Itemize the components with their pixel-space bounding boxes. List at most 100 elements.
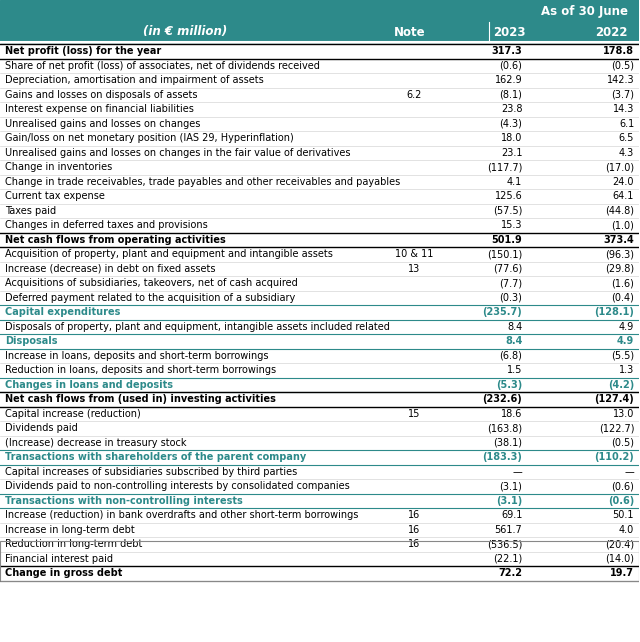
Text: 23.8: 23.8: [500, 104, 522, 114]
Text: (0.5): (0.5): [611, 61, 634, 71]
Text: Transactions with shareholders of the parent company: Transactions with shareholders of the pa…: [5, 452, 307, 462]
Text: (in € million): (in € million): [143, 26, 227, 39]
Text: (17.0): (17.0): [605, 162, 634, 172]
Text: (150.1): (150.1): [487, 249, 522, 259]
Text: 501.9: 501.9: [492, 235, 522, 245]
Text: (163.8): (163.8): [487, 423, 522, 433]
Text: (117.7): (117.7): [487, 162, 522, 172]
Text: Net profit (loss) for the year: Net profit (loss) for the year: [5, 46, 161, 56]
Text: Acquisition of property, plant and equipment and intangible assets: Acquisition of property, plant and equip…: [5, 249, 333, 259]
Text: 8.4: 8.4: [507, 322, 522, 332]
Text: Capital increases of subsidiaries subscribed by third parties: Capital increases of subsidiaries subscr…: [5, 467, 297, 477]
Text: (183.3): (183.3): [483, 452, 522, 462]
Text: 16: 16: [408, 539, 420, 550]
Text: Financial interest paid: Financial interest paid: [5, 554, 113, 564]
Text: (44.8): (44.8): [605, 205, 634, 216]
Text: (20.4): (20.4): [605, 539, 634, 550]
Text: 18.6: 18.6: [501, 409, 522, 419]
Text: 72.2: 72.2: [499, 568, 522, 578]
Text: 69.1: 69.1: [501, 510, 522, 520]
Text: (29.8): (29.8): [605, 264, 634, 273]
Text: 10 & 11: 10 & 11: [396, 249, 434, 259]
Text: Net cash flows from operating activities: Net cash flows from operating activities: [5, 235, 226, 245]
Text: Interest expense on financial liabilities: Interest expense on financial liabilitie…: [5, 104, 194, 114]
Text: 50.1: 50.1: [612, 510, 634, 520]
Text: Increase (decrease) in debt on fixed assets: Increase (decrease) in debt on fixed ass…: [5, 264, 216, 273]
Text: Reduction in long-term debt: Reduction in long-term debt: [5, 539, 142, 550]
Text: Increase (reduction) in bank overdrafts and other short-term borrowings: Increase (reduction) in bank overdrafts …: [5, 510, 358, 520]
Text: Transactions with non-controlling interests: Transactions with non-controlling intere…: [5, 496, 243, 506]
Text: Reduction in loans, deposits and short-term borrowings: Reduction in loans, deposits and short-t…: [5, 365, 276, 376]
Text: 24.0: 24.0: [612, 177, 634, 187]
Text: 125.6: 125.6: [495, 191, 522, 201]
Text: Change in inventories: Change in inventories: [5, 162, 112, 172]
Text: Note: Note: [394, 26, 425, 39]
Text: 561.7: 561.7: [495, 525, 522, 535]
Text: (1.6): (1.6): [611, 278, 634, 288]
Text: 13.0: 13.0: [612, 409, 634, 419]
Text: Deferred payment related to the acquisition of a subsidiary: Deferred payment related to the acquisit…: [5, 293, 295, 303]
Text: Disposals of property, plant and equipment, intangible assets included related: Disposals of property, plant and equipme…: [5, 322, 390, 332]
Text: Changes in loans and deposits: Changes in loans and deposits: [5, 380, 173, 390]
Text: (22.1): (22.1): [493, 554, 522, 564]
Text: 64.1: 64.1: [612, 191, 634, 201]
Text: As of 30 June: As of 30 June: [541, 4, 628, 17]
Text: Disposals: Disposals: [5, 336, 58, 346]
Text: Gain/loss on net monetary position (IAS 29, Hyperinflation): Gain/loss on net monetary position (IAS …: [5, 134, 294, 143]
Text: (0.4): (0.4): [611, 293, 634, 303]
Text: (127.4): (127.4): [595, 394, 634, 404]
Text: 142.3: 142.3: [607, 75, 634, 85]
Text: 162.9: 162.9: [495, 75, 522, 85]
Text: Acquisitions of subsidiaries, takeovers, net of cash acquired: Acquisitions of subsidiaries, takeovers,…: [5, 278, 298, 288]
Text: —: —: [513, 467, 522, 477]
Text: (3.1): (3.1): [499, 482, 522, 491]
Text: Capital increase (reduction): Capital increase (reduction): [5, 409, 141, 419]
Text: 4.3: 4.3: [619, 148, 634, 158]
Text: (122.7): (122.7): [598, 423, 634, 433]
Text: (536.5): (536.5): [487, 539, 522, 550]
Text: 8.4: 8.4: [505, 336, 522, 346]
Text: 15.3: 15.3: [500, 220, 522, 230]
Text: 13: 13: [408, 264, 420, 273]
Text: (0.6): (0.6): [611, 482, 634, 491]
Text: Unrealised gains and losses on changes: Unrealised gains and losses on changes: [5, 119, 200, 129]
Text: 4.9: 4.9: [617, 336, 634, 346]
Text: (8.1): (8.1): [499, 90, 522, 100]
Text: Net cash flows from (used in) investing activities: Net cash flows from (used in) investing …: [5, 394, 276, 404]
Text: (0.5): (0.5): [611, 438, 634, 447]
Text: (7.7): (7.7): [499, 278, 522, 288]
Bar: [0, 0, 639, 22]
Text: (0.6): (0.6): [608, 496, 634, 506]
Text: (96.3): (96.3): [605, 249, 634, 259]
Text: (110.2): (110.2): [595, 452, 634, 462]
Text: 18.0: 18.0: [501, 134, 522, 143]
Text: Depreciation, amortisation and impairment of assets: Depreciation, amortisation and impairmen…: [5, 75, 264, 85]
Text: Capital expenditures: Capital expenditures: [5, 308, 120, 317]
Text: 15: 15: [408, 409, 420, 419]
Text: Gains and losses on disposals of assets: Gains and losses on disposals of assets: [5, 90, 198, 100]
Text: Share of net profit (loss) of associates, net of dividends received: Share of net profit (loss) of associates…: [5, 61, 320, 71]
Text: (38.1): (38.1): [493, 438, 522, 447]
Text: (1.0): (1.0): [611, 220, 634, 230]
Text: 373.4: 373.4: [604, 235, 634, 245]
Text: —: —: [625, 467, 634, 477]
Text: (Increase) decrease in treasury stock: (Increase) decrease in treasury stock: [5, 438, 186, 447]
Text: 4.9: 4.9: [619, 322, 634, 332]
Text: (0.6): (0.6): [499, 61, 522, 71]
Text: 6.5: 6.5: [619, 134, 634, 143]
Text: 19.7: 19.7: [610, 568, 634, 578]
Text: (4.3): (4.3): [499, 119, 522, 129]
Text: (5.3): (5.3): [496, 380, 522, 390]
Text: (235.7): (235.7): [483, 308, 522, 317]
Text: (57.5): (57.5): [493, 205, 522, 216]
Text: 2023: 2023: [493, 26, 525, 39]
Text: Change in trade receivables, trade payables and other receivables and payables: Change in trade receivables, trade payab…: [5, 177, 400, 187]
Text: (3.1): (3.1): [496, 496, 522, 506]
Text: 23.1: 23.1: [500, 148, 522, 158]
Text: (14.0): (14.0): [605, 554, 634, 564]
Text: Dividends paid: Dividends paid: [5, 423, 77, 433]
Text: Dividends paid to non-controlling interests by consolidated companies: Dividends paid to non-controlling intere…: [5, 482, 349, 491]
Text: Change in gross debt: Change in gross debt: [5, 568, 122, 578]
Text: 4.0: 4.0: [619, 525, 634, 535]
Text: (77.6): (77.6): [493, 264, 522, 273]
